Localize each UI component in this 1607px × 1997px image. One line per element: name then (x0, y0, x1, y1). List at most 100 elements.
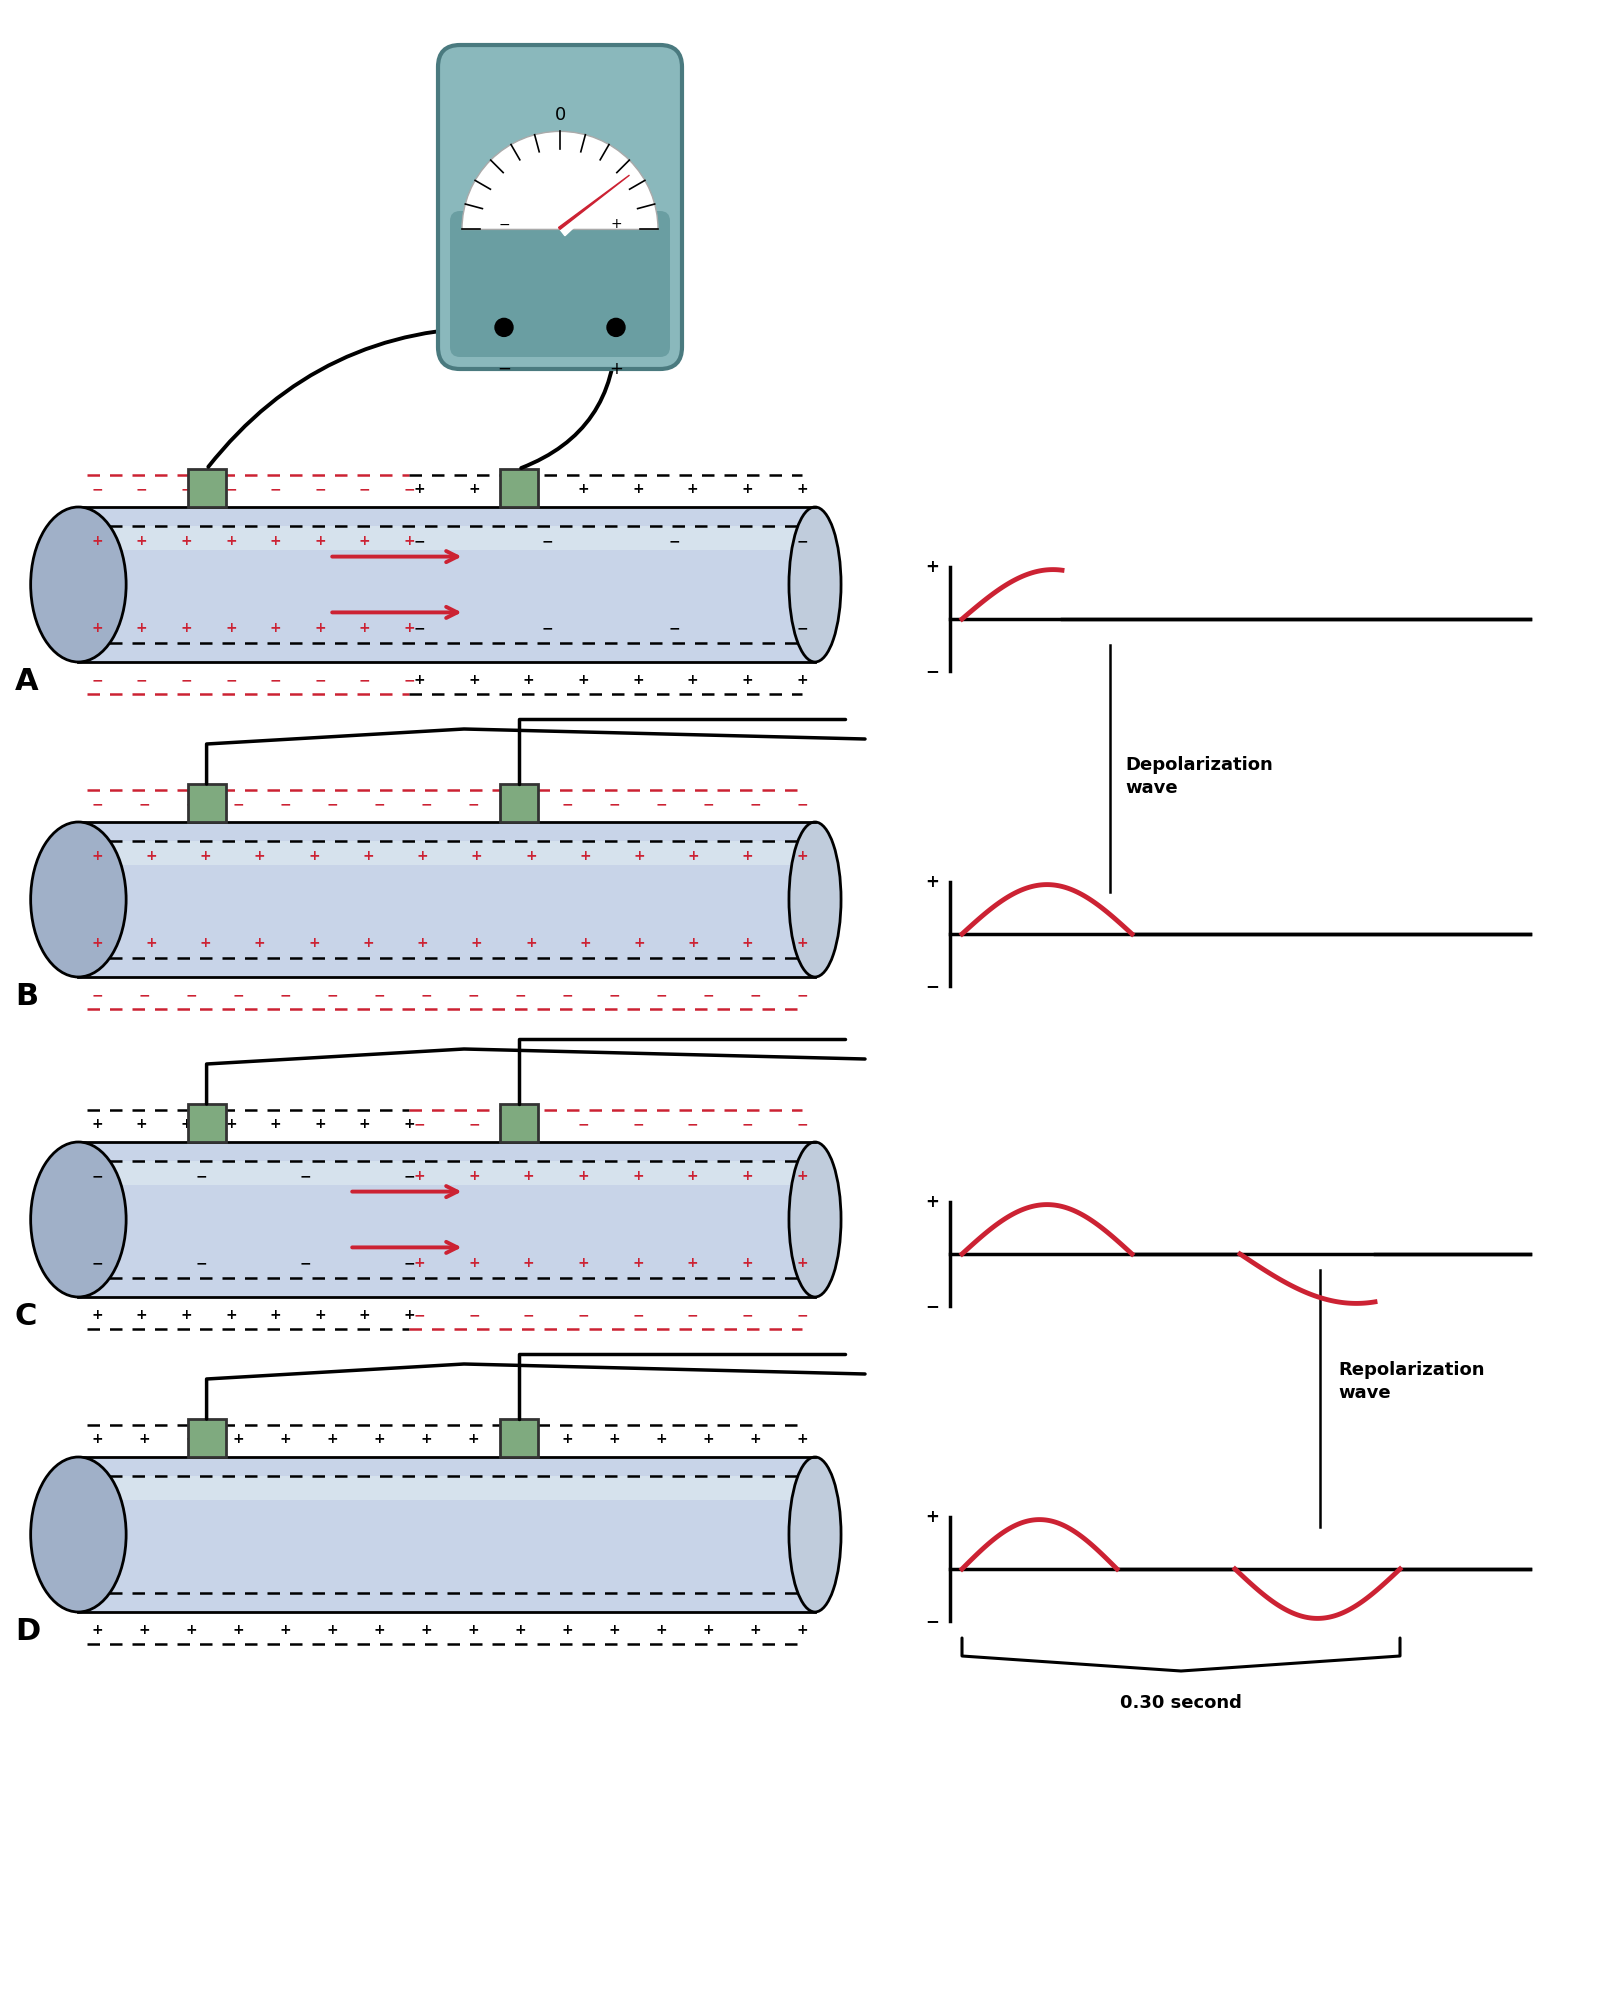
Text: −: − (669, 621, 680, 635)
Text: +: + (403, 1116, 415, 1130)
Text: +: + (577, 1168, 588, 1182)
Text: +: + (137, 1308, 148, 1322)
Text: +: + (199, 849, 211, 863)
Ellipse shape (495, 318, 513, 335)
Text: +: + (579, 849, 590, 863)
Text: +: + (741, 937, 754, 951)
Text: −: − (138, 797, 149, 811)
Text: −: − (180, 481, 191, 495)
Text: −: − (92, 1256, 103, 1270)
Text: +: + (358, 1116, 370, 1130)
Text: −: − (686, 1308, 697, 1322)
Text: −: − (686, 1116, 697, 1130)
Text: −: − (313, 481, 326, 495)
Text: +: + (795, 1624, 807, 1638)
Text: −: − (280, 797, 291, 811)
Text: +: + (688, 849, 699, 863)
Text: +: + (92, 1116, 103, 1130)
Text: +: + (225, 621, 236, 635)
Text: +: + (280, 1624, 291, 1638)
Text: −: − (270, 673, 281, 687)
Text: +: + (92, 533, 103, 547)
Ellipse shape (606, 318, 625, 335)
Text: +: + (924, 1508, 938, 1526)
Text: +: + (254, 849, 265, 863)
Text: +: + (471, 937, 482, 951)
Text: +: + (741, 1168, 752, 1182)
Text: +: + (270, 533, 281, 547)
Text: −: − (577, 1308, 588, 1322)
Text: +: + (561, 1624, 572, 1638)
Text: +: + (138, 1432, 149, 1446)
Text: −: − (231, 797, 244, 811)
FancyBboxPatch shape (188, 1104, 225, 1142)
Text: +: + (362, 849, 374, 863)
Polygon shape (79, 1476, 815, 1500)
Text: −: − (270, 481, 281, 495)
Text: −: − (542, 533, 553, 547)
Text: −: − (180, 673, 191, 687)
FancyBboxPatch shape (500, 1420, 537, 1458)
Text: −: − (185, 797, 196, 811)
Text: +: + (522, 673, 534, 687)
Text: +: + (577, 481, 588, 495)
Text: +: + (514, 1432, 525, 1446)
Text: −: − (403, 481, 415, 495)
Text: −: − (561, 797, 572, 811)
Text: +: + (688, 937, 699, 951)
Text: +: + (373, 1624, 384, 1638)
Text: +: + (358, 1308, 370, 1322)
Text: +: + (137, 533, 148, 547)
Text: +: + (579, 937, 590, 951)
Text: +: + (607, 1624, 619, 1638)
Text: 0.30 second: 0.30 second (1120, 1693, 1241, 1711)
Text: +: + (795, 1432, 807, 1446)
Text: +: + (795, 849, 807, 863)
Text: −: − (225, 673, 236, 687)
Text: −: − (280, 989, 291, 1002)
Text: +: + (403, 1308, 415, 1322)
Ellipse shape (789, 507, 840, 661)
Text: +: + (413, 673, 424, 687)
Text: +: + (92, 621, 103, 635)
Text: −: − (542, 621, 553, 635)
Polygon shape (79, 525, 815, 551)
FancyBboxPatch shape (500, 785, 537, 823)
Text: −: − (741, 1308, 752, 1322)
Text: +: + (145, 937, 157, 951)
Text: +: + (313, 1308, 326, 1322)
Text: +: + (313, 1116, 326, 1130)
Text: +: + (137, 1116, 148, 1130)
Text: +: + (514, 1624, 525, 1638)
Text: +: + (522, 1256, 534, 1270)
Text: +: + (309, 937, 320, 951)
Text: −: − (795, 1308, 807, 1322)
Text: +: + (180, 621, 191, 635)
Text: +: + (577, 673, 588, 687)
Text: +: + (468, 1168, 479, 1182)
Text: +: + (702, 1624, 714, 1638)
Text: −: − (313, 673, 326, 687)
Text: −: − (795, 1116, 807, 1130)
Text: +: + (741, 673, 752, 687)
Text: +: + (468, 1624, 479, 1638)
Text: −: − (924, 661, 938, 681)
Text: −: − (669, 533, 680, 547)
Text: +: + (185, 1432, 196, 1446)
Polygon shape (79, 1458, 815, 1612)
Text: −: − (607, 989, 619, 1002)
FancyBboxPatch shape (450, 212, 670, 357)
Wedge shape (461, 132, 657, 230)
Text: −: − (632, 1308, 643, 1322)
Ellipse shape (31, 1142, 125, 1296)
Text: −: − (413, 1116, 424, 1130)
Text: −: − (795, 989, 807, 1002)
Text: +: + (137, 621, 148, 635)
Text: −: − (185, 989, 196, 1002)
Text: −: − (924, 977, 938, 995)
Polygon shape (558, 176, 628, 230)
Text: −: − (561, 989, 572, 1002)
Text: +: + (632, 1168, 643, 1182)
Text: +: + (270, 1116, 281, 1130)
Text: +: + (185, 1624, 196, 1638)
